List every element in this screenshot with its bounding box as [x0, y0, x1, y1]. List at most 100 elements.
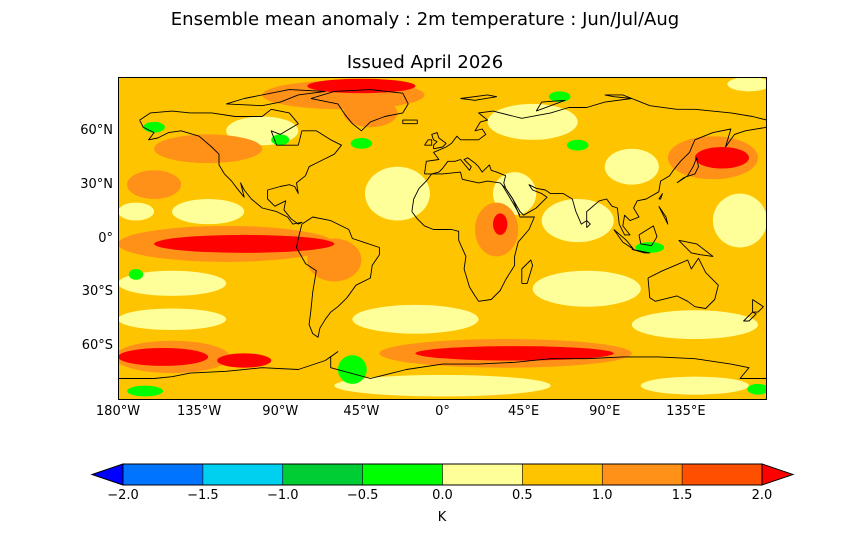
anomaly-region: [492, 213, 508, 235]
anomaly-region: [127, 170, 182, 200]
lat-tick-label: 60°S: [81, 338, 113, 354]
anomaly-region: [118, 308, 227, 331]
anomaly-region: [747, 383, 767, 395]
anomaly-region: [217, 353, 272, 368]
anomaly-region: [128, 269, 144, 280]
coastlines: [118, 89, 767, 379]
anomaly-region: [118, 202, 155, 221]
anomaly-region: [118, 270, 227, 296]
colorbar-swatch: [522, 464, 603, 485]
anomaly-region: [566, 139, 589, 151]
anomaly-map: [118, 77, 767, 400]
anomaly-region: [337, 355, 367, 384]
colorbar-tick-label: 2.0: [751, 488, 773, 503]
lon-tick-label: 135°W: [177, 404, 222, 419]
coastline: [521, 259, 534, 284]
anomaly-region: [604, 148, 659, 185]
lon-tick-label: 90°W: [262, 404, 299, 419]
coastline: [535, 99, 566, 112]
anomaly-region: [172, 199, 245, 225]
coastline: [411, 171, 535, 302]
figure-title: Ensemble mean anomaly : 2m temperature :…: [170, 9, 680, 30]
coastline: [402, 119, 418, 125]
anomaly-region: [541, 199, 614, 243]
map-canvas: [118, 77, 767, 400]
anomaly-region: [532, 270, 641, 307]
anomaly-region: [307, 238, 362, 282]
anomaly-region: [548, 91, 571, 103]
anomaly-region: [352, 304, 479, 334]
anomaly-region: [640, 376, 749, 395]
coastline: [752, 299, 764, 313]
anomaly-region: [154, 134, 263, 164]
coastline: [638, 225, 658, 247]
lon-tick-label: 90°E: [589, 404, 621, 419]
colorbar-tick-label: 1.5: [671, 488, 693, 503]
anomaly-region: [334, 374, 551, 397]
lat-tick-label: 60°N: [80, 122, 113, 138]
anomaly-region: [415, 346, 614, 361]
anomaly-region: [631, 310, 758, 339]
anomaly-region: [635, 242, 665, 253]
anomaly-region: [712, 193, 767, 248]
coastline: [431, 132, 447, 150]
coastline: [139, 108, 342, 225]
coastline: [676, 157, 699, 184]
colorbar-swatch: [442, 464, 523, 485]
colorbar-under-arrow: [90, 463, 124, 486]
lon-tick-label: 0°: [435, 404, 450, 419]
colorbar-swatch: [682, 464, 762, 485]
colorbar-tick-label: 0.0: [432, 488, 453, 503]
colorbar-tick-label: 0.5: [512, 488, 533, 503]
coastline: [586, 220, 591, 229]
colorbar-frame: [122, 463, 763, 486]
coastline: [658, 193, 663, 200]
lat-tick-label: 30°S: [81, 284, 113, 300]
coastline: [226, 89, 326, 107]
anomaly-region: [694, 146, 749, 169]
anomaly-region: [271, 134, 290, 146]
anomaly-region: [307, 78, 416, 94]
coastline: [118, 351, 767, 379]
colorbar-unit-label: K: [437, 510, 447, 525]
coastline: [501, 184, 521, 216]
anomaly-region: [364, 166, 430, 221]
lon-tick-label: 45°E: [507, 404, 540, 419]
coastline: [658, 205, 669, 225]
coastline: [604, 94, 633, 99]
coastline: [631, 248, 651, 254]
anomaly-region: [343, 98, 398, 128]
coastline: [296, 216, 380, 338]
lat-tick-label: 0°: [98, 230, 113, 246]
anomaly-region: [127, 385, 164, 397]
lat-tick-label: 30°N: [80, 176, 113, 192]
coastline: [743, 311, 757, 322]
lon-tick-label: 180°W: [95, 404, 141, 419]
colorbar-tick-label: −0.5: [346, 488, 379, 503]
colorbar-swatch: [123, 464, 203, 485]
colorbar-over-arrow: [761, 463, 795, 486]
anomaly-region: [487, 103, 578, 140]
colorbar-tick-label: −1.5: [187, 488, 219, 503]
colorbar-tick-label: 1.0: [591, 488, 613, 503]
anomaly-region: [350, 138, 373, 149]
anomaly-region: [727, 77, 767, 92]
figure-subtitle: Issued April 2026: [346, 52, 504, 73]
colorbar-swatch: [282, 464, 363, 485]
coastline: [424, 139, 433, 146]
colorbar-tick-label: −1.0: [266, 488, 299, 503]
colorbar-swatch: [202, 464, 283, 485]
map-frame: [118, 77, 767, 400]
coastline: [310, 89, 409, 132]
lon-tick-label: 45°W: [343, 404, 380, 419]
colorbar-tick-label: −2.0: [107, 488, 139, 503]
coastline: [460, 94, 498, 101]
coastline: [424, 98, 767, 236]
colorbar-swatch: [602, 464, 683, 485]
colorbar-swatch: [362, 464, 443, 485]
coastline: [678, 239, 714, 257]
lon-tick-label: 135°E: [666, 404, 706, 419]
anomaly-region: [154, 234, 335, 253]
anomaly-region: [118, 347, 209, 366]
anomaly-region: [143, 121, 165, 133]
